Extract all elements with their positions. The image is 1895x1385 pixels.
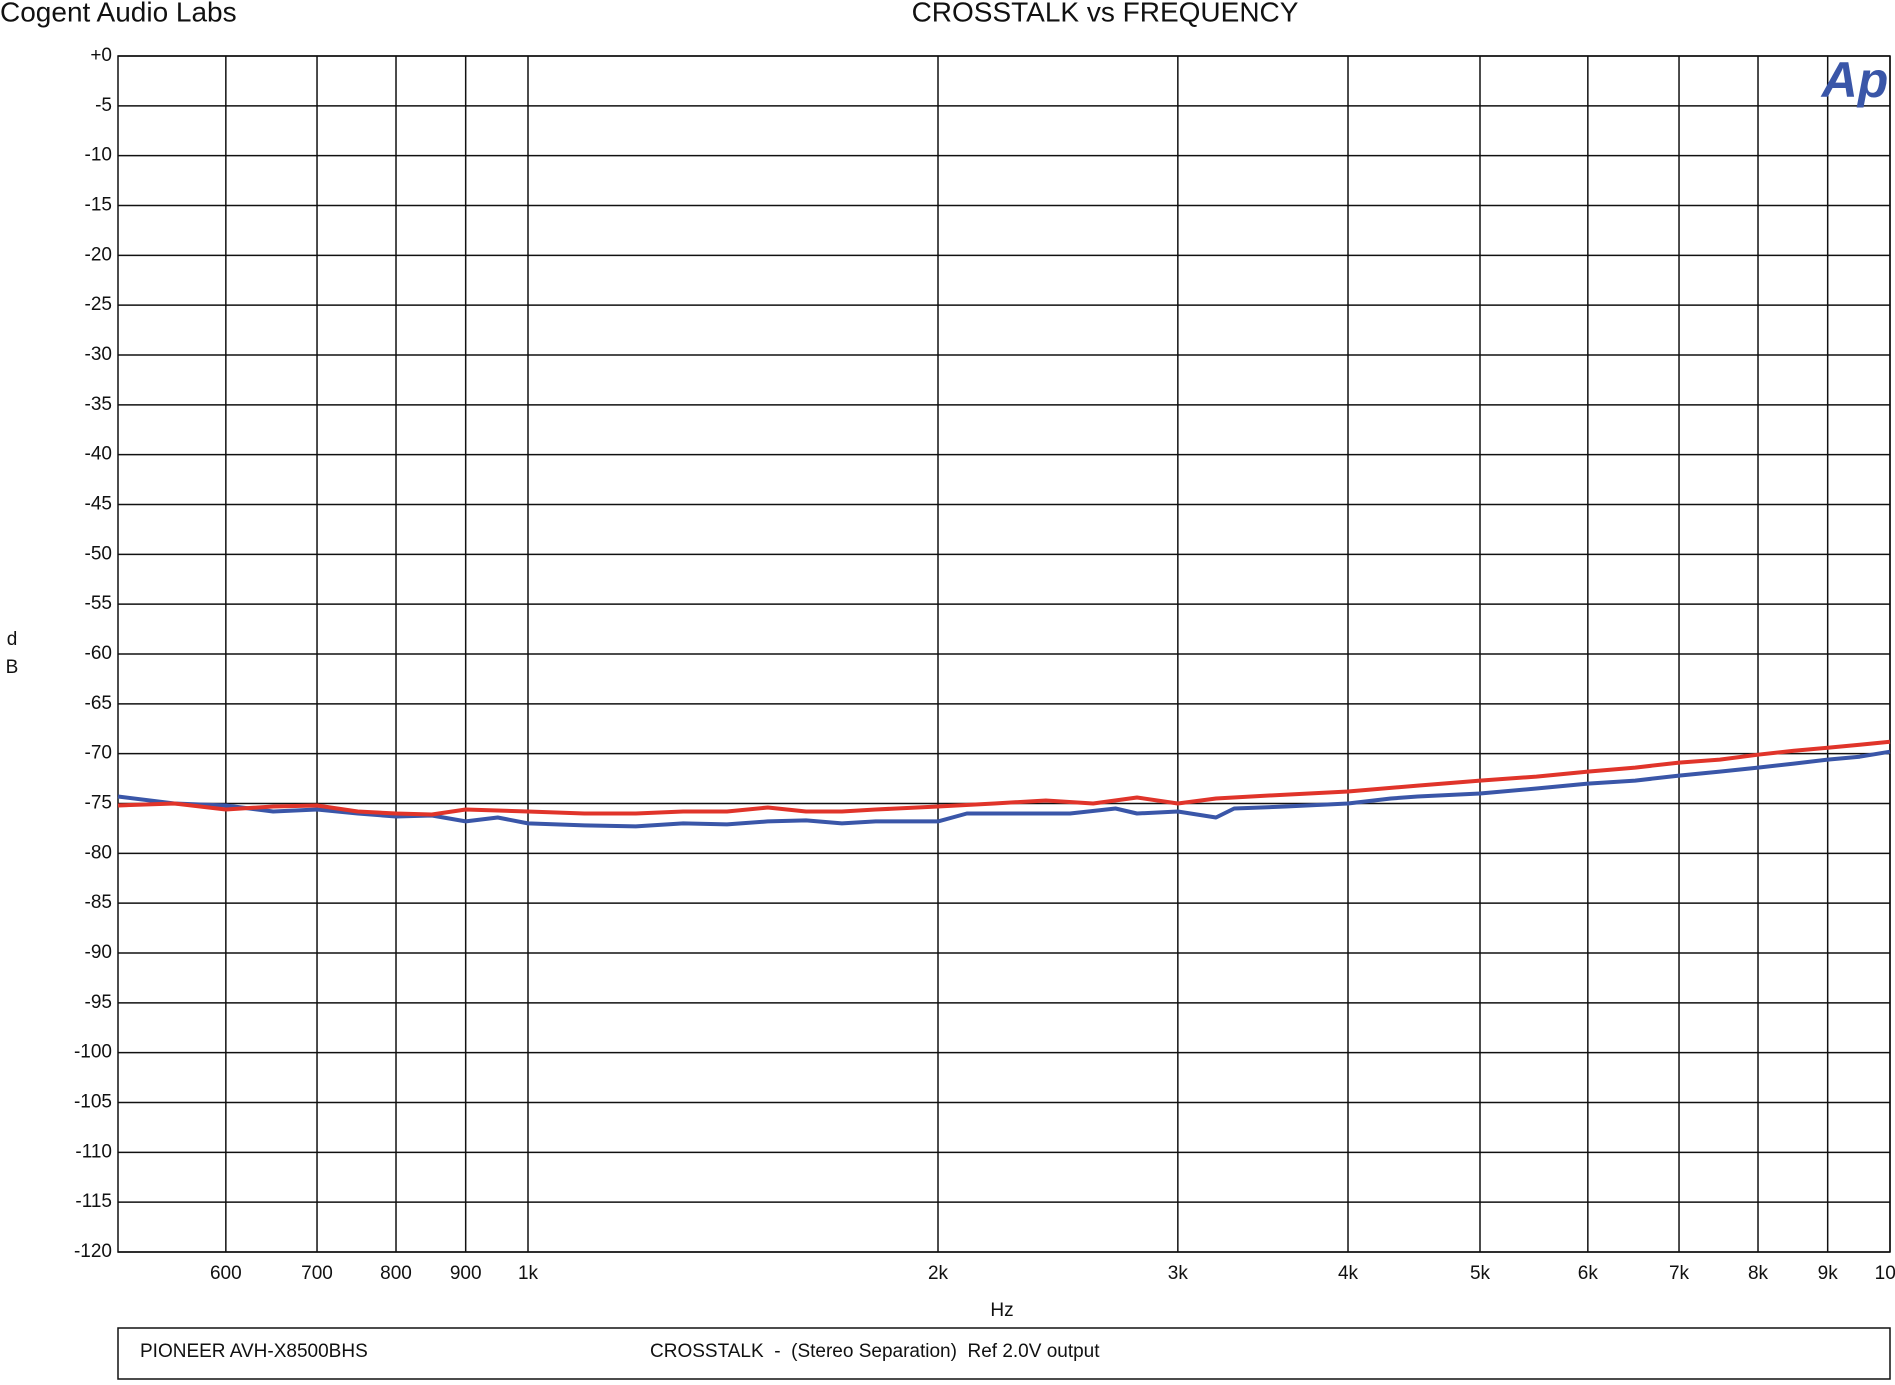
- y-tick-label: -20: [85, 244, 112, 265]
- x-tick-label: 700: [301, 1263, 333, 1284]
- x-tick-label: 9k: [1818, 1263, 1839, 1284]
- x-tick-label: 2k: [928, 1263, 949, 1284]
- x-tick-label: 6k: [1578, 1263, 1599, 1284]
- y-tick-label: -115: [75, 1191, 112, 1212]
- y-tick-label: -100: [74, 1042, 112, 1063]
- x-tick-label: 600: [210, 1263, 242, 1284]
- x-tick-label: 800: [380, 1263, 412, 1284]
- y-tick-label: -55: [85, 593, 112, 614]
- y-tick-label: -75: [85, 793, 112, 814]
- x-tick-label: 4k: [1338, 1263, 1359, 1284]
- y-tick-label: -5: [95, 95, 112, 116]
- y-tick-label: -80: [85, 842, 112, 863]
- data-line: [117, 739, 1891, 817]
- y-tick-label: -15: [85, 195, 112, 216]
- y-tick-label: -120: [74, 1241, 112, 1262]
- y-tick-label: +0: [90, 45, 112, 66]
- x-tick-label: 10k: [1875, 1263, 1895, 1284]
- logo: Ap: [1820, 52, 1889, 108]
- y-tick-label: -50: [85, 543, 112, 564]
- y-tick-label: -85: [85, 892, 112, 913]
- y-tick-label: -65: [85, 693, 112, 714]
- footer-box: [117, 1327, 1891, 1380]
- header-left: Cogent Audio Labs: [0, 0, 237, 27]
- x-axis-label: Hz: [990, 1300, 1013, 1321]
- y-tick-label: -105: [74, 1092, 112, 1113]
- y-tick-label: -25: [85, 294, 112, 315]
- data-line: [117, 749, 1891, 829]
- y-tick-label: -90: [85, 942, 112, 963]
- x-tick-label: 5k: [1470, 1263, 1491, 1284]
- y-tick-label: -40: [85, 444, 112, 465]
- chart-title: CROSSTALK vs FREQUENCY: [912, 0, 1299, 27]
- y-tick-label: -60: [85, 643, 112, 664]
- footer-left: PIONEER AVH-X8500BHS: [140, 1341, 368, 1362]
- y-tick-label: -35: [85, 394, 112, 415]
- y-tick-label: -70: [85, 743, 112, 764]
- x-tick-label: 7k: [1669, 1263, 1690, 1284]
- y-tick-label: -95: [85, 992, 112, 1013]
- y-tick-label: -10: [85, 145, 112, 166]
- y-tick-label: -45: [85, 494, 112, 515]
- x-tick-label: 8k: [1748, 1263, 1769, 1284]
- x-tick-label: 1k: [518, 1263, 539, 1284]
- footer-right: CROSSTALK - (Stereo Separation) Ref 2.0V…: [650, 1341, 1100, 1362]
- y-tick-label: -30: [85, 344, 112, 365]
- x-tick-label: 3k: [1168, 1263, 1189, 1284]
- y-tick-label: -110: [75, 1141, 112, 1162]
- x-tick-label: 900: [450, 1263, 482, 1284]
